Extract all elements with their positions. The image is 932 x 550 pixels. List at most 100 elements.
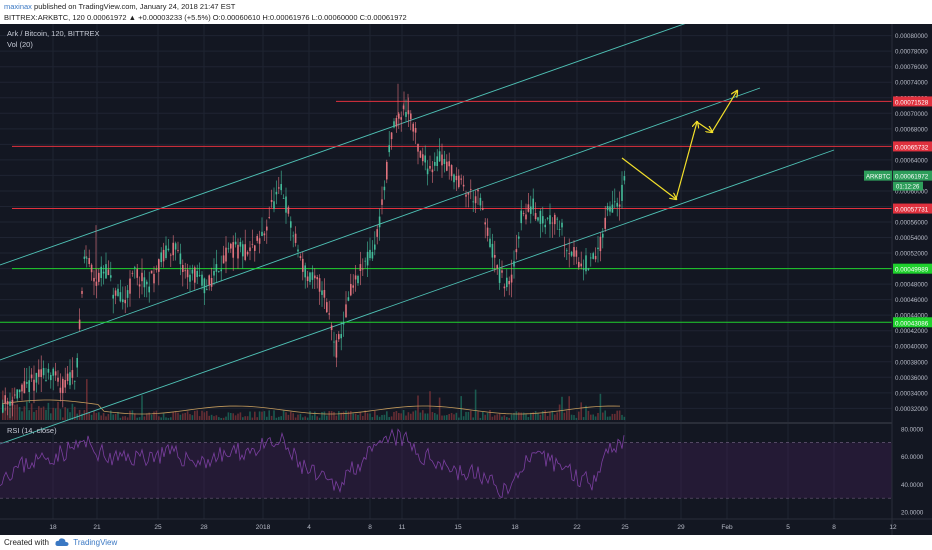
volume-bar <box>335 415 338 420</box>
candle-body <box>328 313 330 315</box>
candle-body <box>496 265 498 269</box>
volume-bar <box>566 410 568 420</box>
volume-bar <box>479 417 482 420</box>
volume-bar <box>90 414 93 420</box>
volume-bar <box>587 410 590 420</box>
price-tick-label: 0.00074000 <box>895 80 928 87</box>
volume-bar <box>105 416 107 420</box>
candle-body <box>110 275 112 278</box>
candle-body <box>210 277 213 287</box>
volume-bar <box>537 413 539 420</box>
candle-body <box>299 256 302 258</box>
candle-body <box>54 371 57 376</box>
volume-bar <box>554 414 556 420</box>
volume-bar <box>578 411 580 420</box>
candle-body <box>364 260 366 262</box>
volume-bar <box>530 412 532 420</box>
time-tick-label: 2018 <box>256 524 271 531</box>
volume-bar <box>270 415 273 420</box>
volume-bar <box>184 412 186 420</box>
candle-body <box>530 206 532 214</box>
created-with: Created with TradingView <box>4 537 117 547</box>
candle-body <box>71 370 74 378</box>
volume-bar <box>134 413 136 420</box>
volume-bar <box>311 415 314 420</box>
volume-bar <box>131 410 134 420</box>
candle-body <box>194 267 196 283</box>
volume-bar <box>302 417 304 420</box>
candle-body <box>441 154 443 166</box>
candle-body <box>18 389 21 393</box>
candle-body <box>414 127 417 133</box>
candle-body <box>107 269 110 276</box>
candle-body <box>520 210 522 224</box>
author-link[interactable]: maxinax <box>4 2 32 11</box>
volume-bar <box>602 412 604 420</box>
candle-body <box>292 235 294 237</box>
candle-body <box>321 290 323 295</box>
volume-bar <box>402 410 405 420</box>
candle-body <box>258 238 261 244</box>
candle-body <box>11 399 14 406</box>
volume-bar <box>328 411 330 420</box>
candle-body <box>518 236 520 239</box>
volume-bar <box>177 412 179 420</box>
volume-bar <box>438 397 441 420</box>
price-tick-label: 0.00034000 <box>895 390 928 397</box>
time-tick-label: 22 <box>573 524 581 531</box>
volume-bar <box>498 413 501 420</box>
volume-bar <box>246 416 249 420</box>
candle-body <box>90 264 93 273</box>
candle-body <box>254 245 256 251</box>
price-tick-label: 0.00048000 <box>895 282 928 289</box>
volume-bar <box>4 407 6 420</box>
level-label-bg <box>893 317 932 328</box>
symbol-quote-line: BITTREX:ARKBTC, 120 0.00061972 ▲ +0.0000… <box>4 13 407 22</box>
volume-bar <box>594 416 597 420</box>
candle-body <box>234 241 237 245</box>
volume-bar <box>354 413 357 420</box>
volume-bar <box>206 411 208 420</box>
candle-body <box>338 334 340 340</box>
candle-body <box>47 368 50 373</box>
volume-bar <box>568 396 570 420</box>
candle-body <box>182 264 184 272</box>
candle-body <box>33 379 35 391</box>
volume-bar <box>345 410 347 420</box>
level-label-bg <box>893 141 932 152</box>
volume-bar <box>462 416 465 420</box>
volume-bar <box>321 411 323 420</box>
volume-bar <box>448 413 450 420</box>
tradingview-brand-link[interactable]: TradingView <box>73 538 118 547</box>
volume-bar <box>285 412 287 420</box>
candle-body <box>167 248 170 251</box>
chart-svg[interactable]: 0.00071528 0.00065732 0.00057731 0.00049989… <box>0 11 932 535</box>
volume-bar <box>208 415 210 420</box>
candle-body <box>609 206 611 212</box>
candle-body <box>462 184 465 187</box>
volume-bar <box>16 404 18 420</box>
chart-area[interactable]: 0.00071528 0.00065732 0.00057731 0.00049989… <box>0 11 932 535</box>
candle-body <box>57 377 59 382</box>
candle-body <box>261 231 263 236</box>
candle-body <box>354 275 357 280</box>
candle-body <box>196 270 198 278</box>
volume-bar <box>450 413 453 420</box>
volume-bar <box>326 415 328 420</box>
rsi-tick-label: 80.0000 <box>901 426 924 433</box>
price-axis: 0.00080000 0.00078000 0.00076000 0.00074000… <box>864 24 932 535</box>
time-tick-label: 8 <box>368 524 372 531</box>
candle-body <box>551 222 554 224</box>
candle-body <box>270 199 273 203</box>
candle-body <box>14 394 16 396</box>
candle-body <box>134 267 136 269</box>
candle-body <box>297 249 299 252</box>
volume-bar <box>30 403 33 420</box>
candle-body <box>376 229 378 237</box>
candles <box>2 83 626 419</box>
volume-bar <box>446 415 448 420</box>
candle-body <box>556 218 558 220</box>
volume-bar <box>251 417 254 420</box>
volume-bar <box>292 413 294 420</box>
candle-body <box>251 243 254 245</box>
